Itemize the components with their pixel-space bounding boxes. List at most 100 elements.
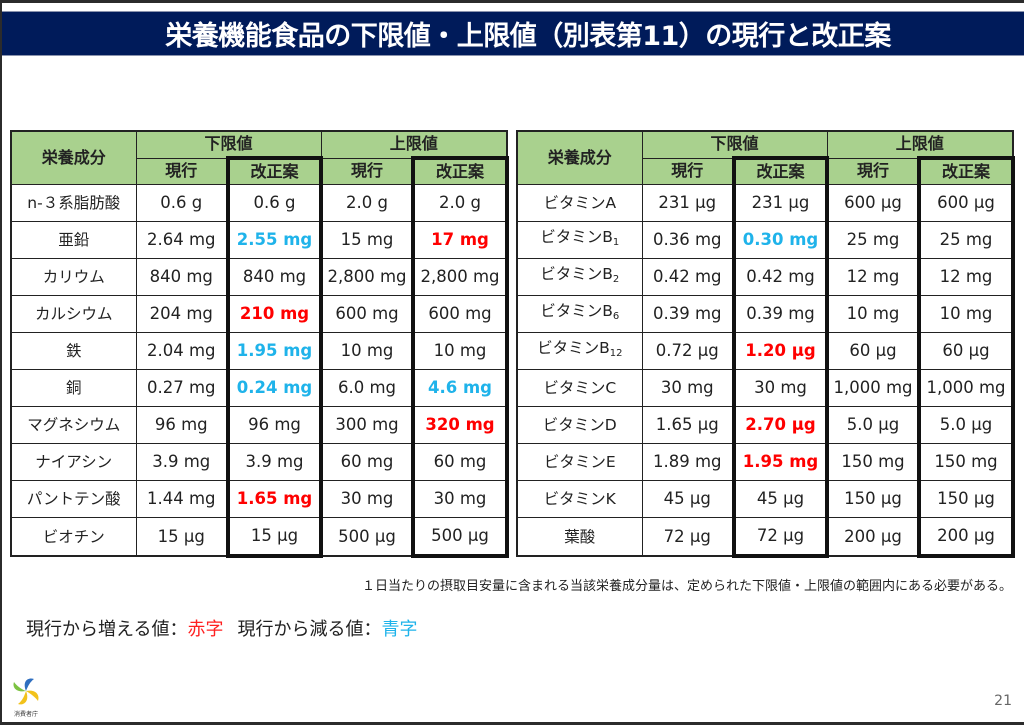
nutrient-name-text: パントテン酸 [26, 490, 121, 508]
lower-proposed-value: 210 mg [226, 295, 323, 333]
header-lower-current: 現行 [641, 157, 735, 185]
lower-current-value: 96 mg [135, 406, 229, 444]
table-row: カルシウム 204 mg 210 mg 600 mg 600 mg [10, 295, 509, 333]
header-nutrient: 栄養成分 [516, 130, 643, 185]
lower-proposed-value: 840 mg [226, 258, 323, 296]
lower-current-value: 840 mg [135, 258, 229, 296]
upper-current-value: 150 μg [826, 480, 920, 518]
lower-current-value: 0.39 mg [641, 295, 735, 333]
lower-current-value: 0.27 mg [135, 369, 229, 407]
nutrient-name-text: ビオチン [42, 527, 105, 546]
upper-current-value: 300 mg [320, 406, 414, 444]
table-row: ビタミンB12 0.72 μg 1.20 μg 60 μg 60 μg [516, 332, 1015, 370]
upper-proposed-value: 2,800 mg [411, 258, 509, 296]
lower-current-value: 30 mg [641, 369, 735, 407]
nutrient-name: ビタミンE [516, 443, 643, 481]
header-upper-proposed: 改正案 [411, 156, 509, 185]
logo-text: 消費者庁 [13, 711, 38, 718]
upper-proposed-value: 25 mg [917, 221, 1015, 259]
upper-current-value: 6.0 mg [320, 369, 414, 407]
upper-current-value: 150 mg [826, 443, 920, 481]
upper-proposed-value: 150 μg [917, 480, 1015, 518]
upper-proposed-value: 17 mg [411, 221, 509, 259]
lower-proposed-value: 0.6 g [226, 184, 323, 222]
page-number: 21 [994, 693, 1012, 709]
header-lower-proposed: 改正案 [226, 156, 323, 185]
nutrient-name: ナイアシン [10, 443, 137, 481]
upper-proposed-value: 600 μg [917, 184, 1015, 222]
nutrient-name-text: ビタミンD [542, 416, 617, 434]
nutrient-name-text: 葉酸 [564, 527, 596, 546]
nutrient-name-text: カリウム [42, 268, 105, 286]
nutrient-name: ビタミンB1 [516, 221, 643, 259]
nutrient-subscript: 6 [612, 311, 620, 322]
upper-current-value: 5.0 μg [826, 406, 920, 444]
color-legend: 現行から増える値：赤字 現行から減る値：青字 [26, 615, 417, 641]
table-row: ナイアシン 3.9 mg 3.9 mg 60 mg 60 mg [10, 443, 509, 481]
nutrient-name-text: ビタミンA [543, 194, 617, 212]
nutrient-name-text: ビタミンB [540, 302, 613, 320]
nutrient-name: ビタミンD [516, 406, 643, 444]
nutrient-name: ビタミンK [516, 480, 643, 518]
upper-proposed-value: 600 mg [411, 295, 509, 333]
nutrient-name-text: ビタミンB [537, 339, 610, 357]
lower-proposed-value: 15 μg [226, 517, 323, 558]
table-row: 葉酸 72 μg 72 μg 200 μg 200 μg [516, 517, 1015, 558]
table-row: ビタミンK 45 μg 45 μg 150 μg 150 μg [516, 480, 1015, 518]
upper-proposed-value: 320 mg [411, 406, 509, 444]
upper-current-value: 10 mg [826, 295, 920, 333]
footnote: １日当たりの摂取目安量に含まれる当該栄養成分量は、定められた下限値・上限値の範囲… [361, 579, 1012, 594]
table-row: ビタミンB2 0.42 mg 0.42 mg 12 mg 12 mg [516, 258, 1015, 296]
nutrient-name: ビタミンB2 [516, 258, 643, 296]
upper-current-value: 10 mg [320, 332, 414, 370]
upper-proposed-value: 500 μg [411, 517, 509, 558]
upper-current-value: 200 μg [826, 517, 920, 557]
header-lower-limit: 下限値 [135, 130, 322, 159]
nutrient-subscript: 12 [609, 348, 623, 359]
nutrient-name: n-３系脂肪酸 [10, 184, 137, 222]
upper-current-value: 15 mg [320, 221, 414, 259]
nutrient-name-text: ビタミンC [543, 379, 617, 397]
lower-current-value: 0.72 μg [641, 332, 735, 370]
table-row: n-３系脂肪酸 0.6 g 0.6 g 2.0 g 2.0 g [10, 184, 509, 222]
slide: 栄養機能食品の下限値・上限値（別表第11）の現行と改正案 栄養成分 下限値 上限… [2, 3, 1024, 722]
header-upper-limit: 上限値 [320, 130, 508, 159]
upper-proposed-value: 2.0 g [411, 184, 509, 222]
upper-current-value: 25 mg [826, 221, 920, 259]
nutrient-name-text: カルシウム [34, 305, 113, 323]
lower-proposed-value: 1.95 mg [226, 332, 323, 370]
upper-current-value: 600 mg [320, 295, 414, 333]
nutrient-name: マグネシウム [10, 406, 137, 444]
lower-proposed-value: 72 μg [732, 517, 829, 558]
nutrient-name-text: ビタミンB [540, 228, 613, 246]
nutrient-name: 葉酸 [516, 517, 643, 557]
lower-current-value: 0.36 mg [641, 221, 735, 259]
lower-proposed-value: 231 μg [732, 184, 829, 222]
lower-current-value: 0.42 mg [641, 258, 735, 296]
upper-proposed-value: 12 mg [917, 258, 1015, 296]
lower-proposed-value: 1.65 mg [226, 480, 323, 518]
upper-current-value: 12 mg [826, 258, 920, 296]
nutrient-name-text: n-３系脂肪酸 [27, 194, 121, 212]
nutrient-name-text: マグネシウム [27, 416, 121, 434]
lower-current-value: 204 mg [135, 295, 229, 333]
upper-current-value: 30 mg [320, 480, 414, 518]
lower-proposed-value: 0.42 mg [732, 258, 829, 296]
nutrient-name: ビタミンB12 [516, 332, 643, 370]
header-nutrient: 栄養成分 [10, 130, 137, 185]
nutrient-name-text: ナイアシン [35, 453, 113, 471]
nutrient-name-text: 銅 [65, 379, 82, 397]
upper-current-value: 60 mg [320, 443, 414, 481]
upper-current-value: 2,800 mg [320, 258, 414, 296]
nutrient-name-text: 亜鉛 [58, 231, 90, 249]
table-row: カリウム 840 mg 840 mg 2,800 mg 2,800 mg [10, 258, 509, 296]
lower-proposed-value: 30 mg [732, 369, 829, 407]
nutrient-name: ビオチン [10, 517, 137, 557]
header-lower-proposed: 改正案 [732, 156, 829, 185]
table-row: ビタミンB6 0.39 mg 0.39 mg 10 mg 10 mg [516, 295, 1015, 333]
legend-decrease-value: 青字 [381, 619, 418, 640]
upper-proposed-value: 60 μg [917, 332, 1015, 370]
nutrient-name: 鉄 [10, 332, 137, 370]
nutrient-name: カリウム [10, 258, 137, 296]
